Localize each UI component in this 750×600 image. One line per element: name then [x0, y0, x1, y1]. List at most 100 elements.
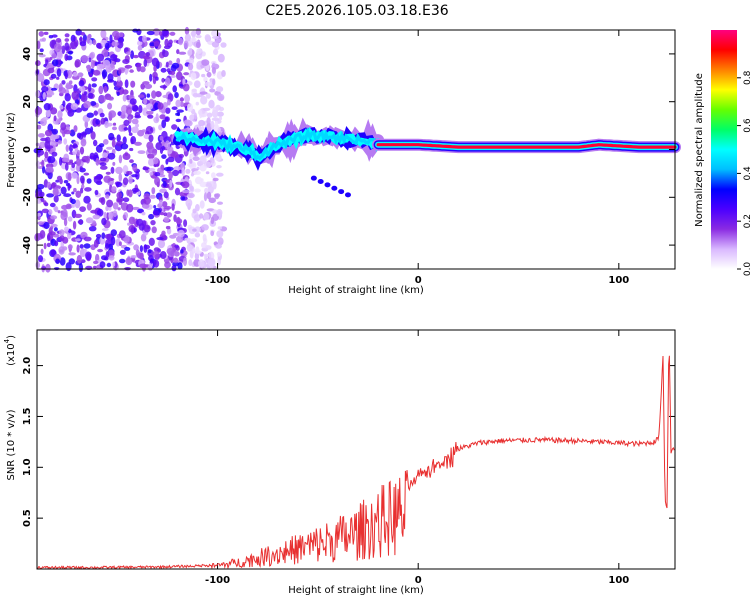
noise-speckle: [48, 209, 53, 216]
noise-speckle: [36, 212, 42, 217]
noise-speckle: [169, 31, 176, 36]
noise-speckle: [199, 155, 207, 165]
noise-speckle: [184, 237, 192, 242]
noise-speckle: [60, 122, 67, 131]
noise-speckle: [57, 110, 63, 119]
noise-speckle: [216, 251, 221, 257]
noise-speckle: [161, 230, 166, 236]
noise-speckle: [202, 234, 207, 242]
spectrogram-panel: -100 0 100 -40 -20 0 20 40 Height of straight l…: [6, 26, 681, 296]
noise-speckle: [91, 83, 97, 88]
noise-speckle: [171, 62, 180, 69]
noise-speckle: [68, 80, 73, 85]
noise-speckle: [161, 201, 168, 208]
noise-speckle: [201, 73, 206, 78]
noise-speckle: [107, 102, 113, 110]
noise-speckle: [132, 28, 139, 33]
noise-speckle: [57, 118, 61, 124]
noise-speckle: [67, 50, 73, 55]
noise-speckle: [189, 238, 198, 243]
noise-speckle: [53, 227, 58, 232]
noise-speckle: [132, 164, 138, 172]
noise-speckle: [54, 206, 59, 213]
noise-speckle: [42, 116, 49, 121]
noise-speckle: [118, 230, 126, 239]
snr-x-tick-label: 100: [608, 575, 629, 586]
noise-speckle: [193, 112, 197, 120]
spectrogram-y-tick-label: 20: [22, 95, 33, 109]
noise-speckle: [70, 102, 79, 110]
noise-speckle: [173, 257, 179, 264]
noise-speckle: [49, 226, 54, 230]
noise-speckle: [61, 157, 70, 162]
side-blob-dot: [344, 192, 351, 198]
noise-speckle: [67, 184, 72, 189]
noise-speckle: [55, 179, 60, 183]
noise-speckle: [111, 41, 119, 47]
noise-speckle: [216, 86, 224, 93]
noise-speckle: [203, 76, 208, 83]
noise-speckle: [128, 124, 132, 134]
noise-speckle: [164, 205, 172, 210]
noise-speckle: [188, 259, 193, 266]
noise-speckle: [218, 106, 225, 112]
noise-speckle: [125, 257, 133, 266]
noise-speckle: [87, 92, 94, 99]
noise-speckle: [47, 67, 55, 74]
noise-speckle: [85, 251, 92, 261]
noise-speckle: [83, 243, 91, 249]
noise-speckle: [80, 187, 84, 194]
noise-speckle: [41, 37, 47, 42]
noise-speckle: [86, 178, 92, 184]
noise-speckle: [44, 140, 51, 150]
noise-speckle: [194, 188, 201, 193]
noise-speckle: [40, 248, 44, 255]
noise-speckle: [67, 244, 73, 250]
noise-speckle: [208, 257, 216, 267]
noise-speckle: [97, 248, 103, 253]
noise-speckle: [158, 124, 163, 131]
noise-speckle: [89, 152, 95, 160]
noise-speckle: [75, 28, 82, 36]
noise-speckle: [149, 171, 154, 176]
noise-speckle: [55, 258, 60, 264]
noise-speckle: [88, 57, 92, 63]
noise-speckle: [192, 208, 197, 214]
noise-speckle: [129, 147, 134, 152]
snr-y-tick-label: 1.0: [22, 458, 33, 476]
noise-speckle: [203, 212, 210, 221]
noise-speckle: [171, 106, 178, 110]
noise-speckle: [103, 211, 107, 219]
noise-speckle: [119, 249, 126, 255]
noise-speckle: [80, 32, 86, 36]
noise-speckle: [92, 214, 101, 220]
noise-speckle: [39, 230, 46, 239]
noise-speckle: [174, 187, 181, 196]
noise-speckle: [170, 250, 175, 258]
noise-speckle: [172, 169, 179, 177]
noise-speckle: [214, 154, 222, 162]
noise-speckle: [176, 71, 183, 81]
noise-speckle: [50, 215, 58, 220]
noise-speckle: [212, 177, 219, 182]
noise-speckle: [36, 73, 45, 82]
noise-speckle: [81, 95, 86, 101]
noise-speckle: [121, 111, 126, 115]
noise-speckle: [176, 57, 181, 65]
noise-speckle: [118, 199, 123, 206]
noise-speckle: [163, 191, 169, 199]
noise-speckle: [152, 250, 160, 259]
noise-speckle: [133, 244, 140, 251]
noise-speckle: [115, 166, 123, 175]
noise-speckle: [214, 120, 219, 130]
noise-speckle: [199, 181, 208, 188]
noise-speckle: [195, 27, 201, 36]
noise-speckle: [149, 194, 156, 199]
noise-speckle: [43, 103, 51, 111]
noise-speckle: [144, 83, 153, 89]
noise-speckle: [51, 34, 58, 38]
noise-speckle: [43, 79, 50, 86]
noise-speckle: [187, 103, 193, 113]
noise-speckle: [143, 97, 148, 105]
noise-speckle: [112, 261, 116, 267]
